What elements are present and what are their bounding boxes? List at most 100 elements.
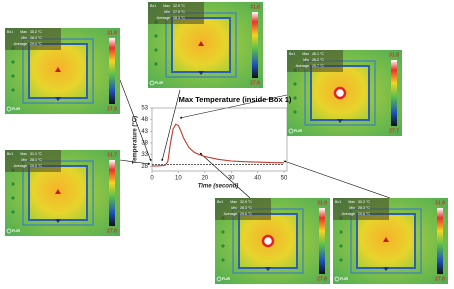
y-tick-label: 28 xyxy=(141,164,148,170)
color-scale xyxy=(252,12,258,78)
info-panel xyxy=(5,150,61,172)
reading-label: Min xyxy=(164,10,170,14)
x-tick-label: 30 xyxy=(228,176,235,182)
logo: FLIR xyxy=(12,107,20,111)
y-tick-label: 48 xyxy=(141,117,148,123)
chart: Max Temperature (inside Box 1) Time (sec… xyxy=(133,95,292,190)
reading-label: Min xyxy=(349,206,355,210)
scale-max: 31.9 xyxy=(317,200,327,206)
scale-max: 31.7 xyxy=(107,152,117,158)
reading-label: Min xyxy=(303,58,309,62)
reading-value: 29.0 °C xyxy=(30,42,42,46)
dot xyxy=(154,62,158,66)
scale-max: 31.8 xyxy=(250,4,260,10)
dot xyxy=(339,258,343,262)
logo-icon xyxy=(149,80,155,86)
reading-label: Min xyxy=(21,158,27,162)
color-scale xyxy=(319,208,325,274)
reading-label: Max xyxy=(302,52,309,56)
reading-label: Max xyxy=(20,30,27,34)
dot xyxy=(221,244,225,248)
connector xyxy=(283,160,391,199)
info-panel xyxy=(148,2,204,24)
connector xyxy=(199,152,251,199)
reading-label: Min xyxy=(231,206,237,210)
reading-value: 28.2 °C xyxy=(312,58,324,62)
x-tick-label: 40 xyxy=(254,176,261,182)
min-marker xyxy=(55,97,61,101)
plot-frame xyxy=(151,107,288,172)
reading-label: Max xyxy=(163,4,170,8)
logo-icon xyxy=(334,276,340,282)
dot xyxy=(293,96,297,100)
connector xyxy=(179,94,288,119)
reading-value: 28.3 °C xyxy=(240,206,252,210)
reading-label: Max xyxy=(20,152,27,156)
dot xyxy=(11,182,15,186)
reading-value: 29.6 °C xyxy=(358,212,370,216)
scale-min: 27.8 xyxy=(317,276,327,282)
reading-value: 28.3 °C xyxy=(30,36,42,40)
connector xyxy=(119,159,151,165)
logo: FLIR xyxy=(294,129,302,133)
color-scale xyxy=(391,60,397,126)
reading-label: Average xyxy=(14,42,27,46)
dot xyxy=(293,110,297,114)
min-marker xyxy=(265,267,271,271)
info-panel xyxy=(333,198,389,220)
reading-value: 29.6 °C xyxy=(240,212,252,216)
connector xyxy=(119,79,152,162)
min-marker xyxy=(337,119,343,123)
dot xyxy=(221,258,225,262)
max-marker xyxy=(55,189,61,194)
dot xyxy=(11,88,15,92)
reading-label: Average xyxy=(224,212,237,216)
logo: FLIR xyxy=(222,277,230,281)
scale-max: 31.8 xyxy=(389,52,399,58)
box-label: Bx1 xyxy=(335,200,341,204)
connectors xyxy=(119,79,391,199)
color-scale xyxy=(109,38,115,104)
reading-value: 28.1 °C xyxy=(30,158,42,162)
dot xyxy=(11,196,15,200)
dot xyxy=(11,74,15,78)
reading-label: Min xyxy=(21,36,27,40)
logo: FLIR xyxy=(12,229,20,233)
y-tick-label: 33 xyxy=(141,152,148,158)
logo-icon xyxy=(6,106,12,112)
hot-spot xyxy=(261,234,275,248)
x-axis-title: Time (second) xyxy=(198,184,239,190)
dot xyxy=(154,34,158,38)
scale-min: 27.8 xyxy=(107,106,117,112)
x-tick-label: 0 xyxy=(150,176,154,182)
logo: FLIR xyxy=(340,277,348,281)
y-tick-label: 53 xyxy=(141,106,148,112)
series-line xyxy=(152,123,285,167)
reading-label: Average xyxy=(296,64,309,68)
chart-title: Max Temperature (inside Box 1) xyxy=(179,95,292,104)
x-tick-label: 10 xyxy=(175,176,182,182)
reading-value: 28.3 °C xyxy=(358,206,370,210)
box-label: Bx1 xyxy=(217,200,223,204)
logo-icon xyxy=(288,128,294,134)
dot xyxy=(339,244,343,248)
scale-min: 27.8 xyxy=(435,276,445,282)
logo: FLIR xyxy=(155,81,163,85)
scale-max: 31.8 xyxy=(107,30,117,36)
reading-value: 29.0 °C xyxy=(30,164,42,168)
dot xyxy=(293,82,297,86)
dot xyxy=(154,48,158,52)
reading-value: 46.1 °C xyxy=(312,52,324,56)
dot xyxy=(11,60,15,64)
hot-spot xyxy=(333,86,347,100)
reading-value: 28.3 °C xyxy=(173,16,185,20)
min-marker xyxy=(383,267,389,271)
y-axis-title: Temperature (°C) xyxy=(133,116,139,164)
info-panel xyxy=(5,28,61,50)
reading-value: 29.7 °C xyxy=(312,64,324,68)
